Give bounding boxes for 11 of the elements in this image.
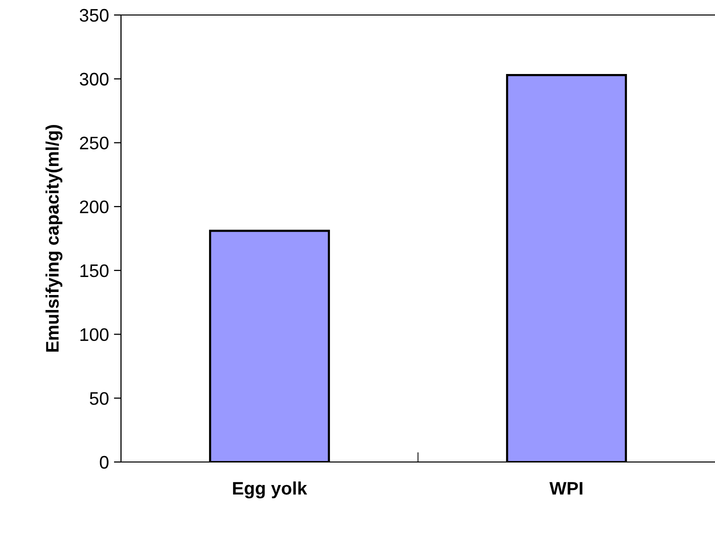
x-tick-label: WPI (549, 482, 582, 495)
y-axis-title: Emulsifying capacity(ml/g) (45, 125, 62, 352)
y-tick-label: 350 (80, 8, 108, 22)
y-tick-label: 300 (80, 72, 108, 86)
x-tick-label: Egg yolk (233, 481, 308, 498)
y-tick-label: 100 (80, 328, 108, 342)
y-tick-label: 0 (100, 456, 108, 469)
y-tick-label: 150 (80, 264, 108, 278)
y-tick-label: 250 (80, 136, 108, 150)
y-tick-label: 50 (90, 392, 108, 405)
y-tick-label: 200 (80, 200, 108, 214)
